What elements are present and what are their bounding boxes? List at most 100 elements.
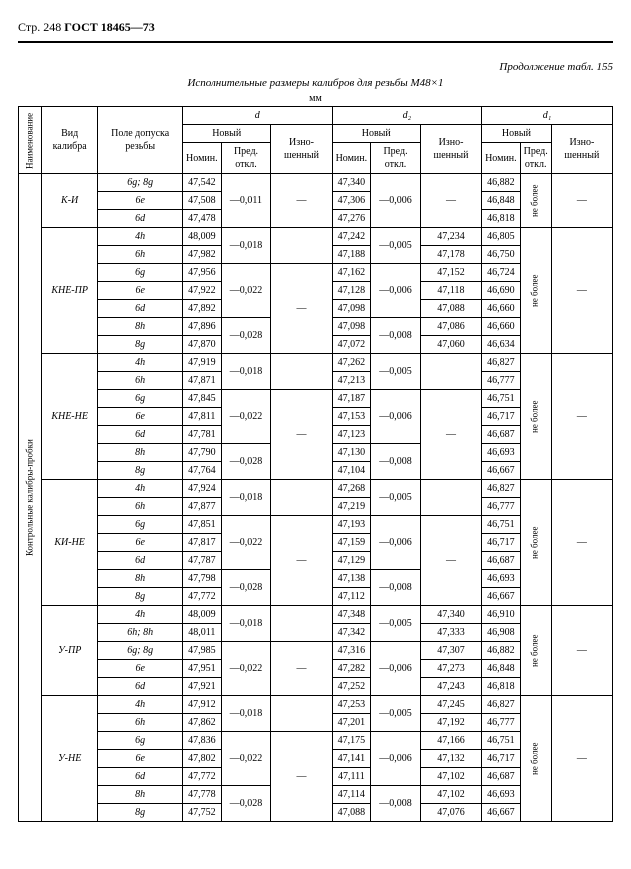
table-head: Наименование Вид калибра Поле допуска ре…: [19, 107, 613, 174]
pole-cell: 6g; 8g: [98, 174, 183, 192]
d1-nom-cell: 46,634: [482, 336, 521, 354]
pole-cell: 6h: [98, 498, 183, 516]
d1-pred-cell: не более: [520, 480, 551, 606]
d2-nom-cell: 47,262: [332, 354, 371, 372]
col-d-novy: Новый: [183, 125, 271, 143]
side-label: Контрольные калибры-пробки: [19, 174, 42, 822]
d1-nom-cell: 46,805: [482, 228, 521, 246]
d-nom-cell: 48,011: [183, 624, 222, 642]
d2-pred-cell: —0,005: [371, 228, 421, 264]
d2-nom-cell: 47,130: [332, 444, 371, 462]
pole-cell: 4h: [98, 228, 183, 246]
d-nom-cell: 47,862: [183, 714, 222, 732]
d2-nom-cell: 47,153: [332, 408, 371, 426]
d2-izn-cell: [420, 354, 481, 390]
d1-izn-cell: —: [551, 606, 612, 696]
d2-izn-cell: 47,086: [420, 318, 481, 336]
d2-nom-cell: 47,098: [332, 318, 371, 336]
d-nom-cell: 47,798: [183, 570, 222, 588]
d2-izn-cell: 47,178: [420, 246, 481, 264]
d-nom-cell: 47,508: [183, 192, 222, 210]
table-row: КИ-НЕ4h47,924—0,01847,268—0,00546,827не …: [19, 480, 613, 498]
gauge-table: Наименование Вид калибра Поле допуска ре…: [18, 106, 613, 822]
d-izn-cell: [271, 354, 332, 390]
d2-nom-cell: 47,175: [332, 732, 371, 750]
d2-nom-cell: 47,282: [332, 660, 371, 678]
d1-nom-cell: 46,908: [482, 624, 521, 642]
d2-nom-cell: 47,213: [332, 372, 371, 390]
col-d2-nomin: Номин.: [332, 143, 371, 174]
d2-pred-cell: —0,008: [371, 318, 421, 354]
d-nom-cell: 47,764: [183, 462, 222, 480]
pole-cell: 6g: [98, 732, 183, 750]
d2-izn-cell: 47,307: [420, 642, 481, 660]
table-row: Контрольные калибры-пробкиК-И6g; 8g47,54…: [19, 174, 613, 192]
d2-izn-cell: 47,245: [420, 696, 481, 714]
d2-nom-cell: 47,342: [332, 624, 371, 642]
d-pred-cell: —0,028: [221, 570, 271, 606]
d-nom-cell: 47,542: [183, 174, 222, 192]
d2-pred-cell: —0,005: [371, 354, 421, 390]
d-nom-cell: 47,787: [183, 552, 222, 570]
table-row: У-ПР4h48,009—0,01847,348—0,00547,34046,9…: [19, 606, 613, 624]
d-pred-cell: —0,022: [221, 264, 271, 318]
d2-izn-cell: —: [420, 390, 481, 480]
d-pred-cell: —0,018: [221, 606, 271, 642]
continuation-label: Продолжение табл. 155: [18, 61, 613, 73]
d2-nom-cell: 47,193: [332, 516, 371, 534]
d2-izn-cell: —: [420, 516, 481, 606]
d1-nom-cell: 46,717: [482, 750, 521, 768]
table-row: У-НЕ4h47,912—0,01847,253—0,00547,24546,8…: [19, 696, 613, 714]
pole-cell: 4h: [98, 696, 183, 714]
vid-cell: У-ПР: [42, 606, 98, 696]
d1-izn-cell: —: [551, 696, 612, 822]
d2-pred-cell: —0,008: [371, 786, 421, 822]
d2-izn-cell: 47,076: [420, 804, 481, 822]
pole-cell: 6d: [98, 426, 183, 444]
d-nom-cell: 47,922: [183, 282, 222, 300]
d2-izn-cell: 47,060: [420, 336, 481, 354]
d2-izn-cell: 47,102: [420, 786, 481, 804]
d-pred-cell: —0,022: [221, 390, 271, 444]
col-d1-pred: Пред. откл.: [520, 143, 551, 174]
d1-nom-cell: 46,693: [482, 570, 521, 588]
d1-nom-cell: 46,693: [482, 444, 521, 462]
pole-cell: 6g; 8g: [98, 642, 183, 660]
pole-cell: 6e: [98, 660, 183, 678]
table-row: КНЕ-НЕ4h47,919—0,01847,262—0,00546,827не…: [19, 354, 613, 372]
vid-cell: У-НЕ: [42, 696, 98, 822]
d2-pred-cell: —0,006: [371, 264, 421, 318]
d2-izn-cell: 47,118: [420, 282, 481, 300]
d2-nom-cell: 47,111: [332, 768, 371, 786]
d2-nom-cell: 47,348: [332, 606, 371, 624]
d1-nom-cell: 46,687: [482, 768, 521, 786]
d1-nom-cell: 46,882: [482, 642, 521, 660]
d-nom-cell: 48,009: [183, 228, 222, 246]
col-vid: Вид калибра: [42, 107, 98, 174]
pole-cell: 8g: [98, 336, 183, 354]
pole-cell: 8g: [98, 588, 183, 606]
pole-cell: 6h: [98, 714, 183, 732]
d2-nom-cell: 47,340: [332, 174, 371, 192]
d2-pred-cell: —0,005: [371, 606, 421, 642]
d-nom-cell: 47,921: [183, 678, 222, 696]
pole-cell: 6d: [98, 300, 183, 318]
pole-cell: 8g: [98, 804, 183, 822]
d2-nom-cell: 47,098: [332, 300, 371, 318]
d1-nom-cell: 46,818: [482, 678, 521, 696]
d1-pred-cell: не более: [520, 174, 551, 228]
d2-izn-cell: 47,102: [420, 768, 481, 786]
d1-nom-cell: 46,848: [482, 192, 521, 210]
col-d1-novy: Новый: [482, 125, 552, 143]
d-nom-cell: 47,752: [183, 804, 222, 822]
col-d-pred: Пред. откл.: [221, 143, 271, 174]
d2-nom-cell: 47,276: [332, 210, 371, 228]
d2-nom-cell: 47,123: [332, 426, 371, 444]
d-nom-cell: 47,924: [183, 480, 222, 498]
pole-cell: 8h: [98, 318, 183, 336]
pole-cell: 6g: [98, 516, 183, 534]
d-nom-cell: 47,836: [183, 732, 222, 750]
d1-nom-cell: 46,690: [482, 282, 521, 300]
d-nom-cell: 47,802: [183, 750, 222, 768]
d1-nom-cell: 46,667: [482, 804, 521, 822]
